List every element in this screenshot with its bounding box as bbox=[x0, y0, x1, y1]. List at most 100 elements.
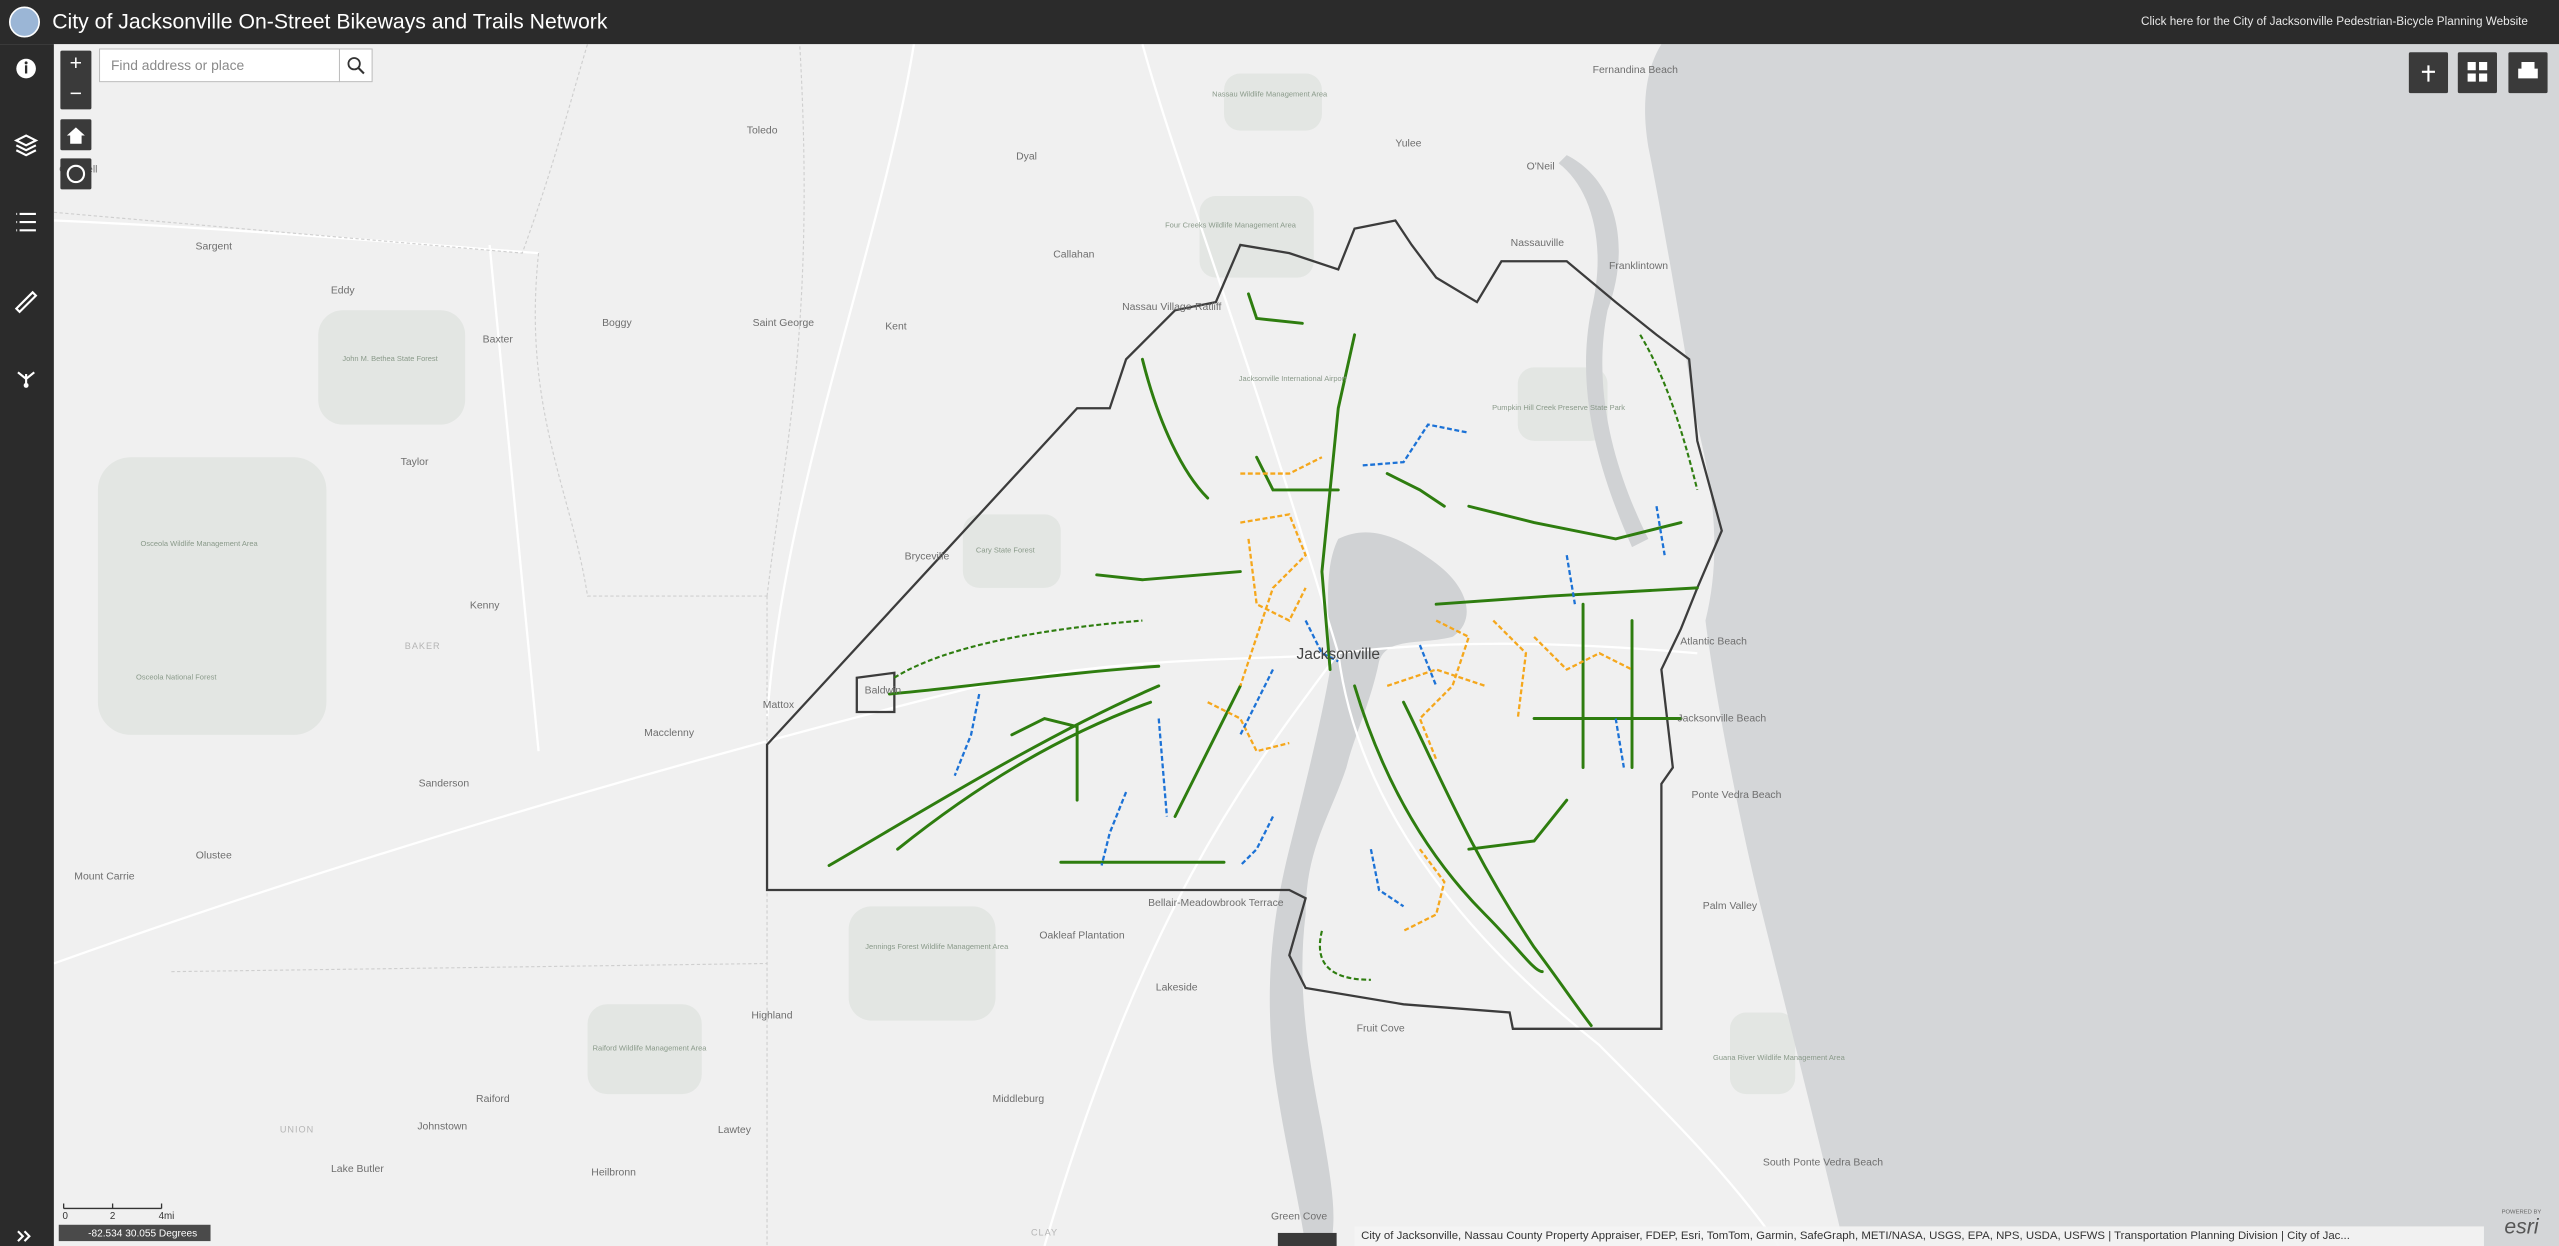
basemap-icon bbox=[2467, 62, 2488, 82]
zoom-out[interactable]: − bbox=[70, 82, 82, 105]
park-label: John M. Bethea State Forest bbox=[342, 354, 438, 363]
zoom-control bbox=[60, 50, 92, 110]
layers-button[interactable] bbox=[13, 134, 39, 157]
place-label: Macclenny bbox=[644, 728, 695, 739]
attribution-toggle[interactable] bbox=[1277, 1232, 1337, 1246]
search-input[interactable] bbox=[99, 48, 340, 83]
baldwin-boundary bbox=[855, 671, 896, 714]
county-boundary bbox=[765, 219, 1723, 1030]
park-label: Pumpkin Hill Creek Preserve State Park bbox=[1492, 403, 1625, 412]
locate-button[interactable] bbox=[60, 158, 92, 190]
park-label: Jennings Forest Wildlife Management Area bbox=[865, 942, 1009, 951]
place-label: Lakeside bbox=[1156, 983, 1198, 994]
place-label: Olustee bbox=[196, 850, 232, 861]
esri-logo: esri bbox=[2504, 1216, 2539, 1239]
place-label: South Ponte Vedra Beach bbox=[1763, 1157, 1883, 1168]
share-button[interactable] bbox=[17, 371, 35, 388]
place-label: Toledo bbox=[747, 125, 778, 136]
place-label: Ponte Vedra Beach bbox=[1692, 790, 1782, 801]
place-label: Oakleaf Plantation bbox=[1039, 930, 1124, 941]
scale-label: 4mi bbox=[159, 1211, 175, 1222]
sidebar bbox=[0, 44, 54, 1246]
park-label: Four Creeks Wildlife Management Area bbox=[1165, 220, 1297, 229]
park-label: Osceola Wildlife Management Area bbox=[141, 539, 259, 548]
place-label: Mount Carrie bbox=[74, 872, 135, 883]
about-button[interactable] bbox=[16, 58, 36, 79]
county-label: CLAY bbox=[1031, 1227, 1058, 1237]
home-icon bbox=[66, 127, 85, 144]
place-label: Dyal bbox=[1016, 152, 1037, 163]
park-label: Nassau Wildlife Management Area bbox=[1212, 90, 1328, 99]
marsh bbox=[1558, 155, 1649, 548]
place-label: Boggy bbox=[602, 318, 632, 329]
place-label: Baxter bbox=[483, 334, 514, 345]
search-button[interactable] bbox=[338, 48, 373, 83]
place-label: Highland bbox=[751, 1011, 792, 1022]
place-label: Fruit Cove bbox=[1357, 1024, 1405, 1035]
place-label: O'Neil bbox=[1527, 161, 1555, 172]
park-label: Raiford Wildlife Management Area bbox=[593, 1043, 708, 1052]
sidebar-buttons bbox=[13, 58, 39, 1242]
place-label: Sargent bbox=[196, 241, 233, 252]
county-label: BAKER bbox=[405, 641, 441, 651]
place-label: Jacksonville Beach bbox=[1677, 713, 1766, 724]
header bbox=[0, 0, 2559, 45]
attribution-bar bbox=[1354, 1226, 2484, 1246]
place-label: Kent bbox=[885, 321, 907, 332]
scale-bar bbox=[62, 1203, 163, 1210]
scale-label: 0 bbox=[63, 1211, 69, 1222]
search-icon-handle bbox=[357, 67, 365, 75]
place-label: Kenny bbox=[470, 601, 500, 612]
place-label: Lake Butler bbox=[331, 1164, 384, 1175]
place-label: Callahan bbox=[1053, 250, 1094, 261]
county-label: UNION bbox=[280, 1124, 314, 1134]
legend-button[interactable] bbox=[16, 212, 36, 232]
place-label: Sanderson bbox=[419, 779, 470, 790]
print-icon bbox=[2518, 62, 2538, 79]
measure-button[interactable] bbox=[14, 290, 38, 314]
place-label: Franklintown bbox=[1609, 261, 1668, 272]
park-label: Osceola National Forest bbox=[136, 673, 217, 682]
place-labels: Fernandina Beach Nassau Wildlife Managem… bbox=[59, 65, 1883, 1237]
coordinate-box bbox=[58, 1224, 211, 1242]
footer: 0 2 4mi -82.534 30.055 Degrees City of J… bbox=[58, 1203, 2542, 1246]
place-label: Baldwin bbox=[865, 686, 902, 697]
park-areas bbox=[97, 73, 1796, 1095]
planning-link[interactable]: Click here for the City of Jacksonville … bbox=[2141, 15, 2528, 28]
place-label: Eddy bbox=[331, 285, 356, 296]
search-placeholder: Find address or place bbox=[111, 57, 245, 73]
park-label: Guana River Wildlife Management Area bbox=[1713, 1053, 1846, 1062]
place-label: Atlantic Beach bbox=[1680, 637, 1747, 648]
place-label: Green Cove bbox=[1271, 1211, 1327, 1222]
place-label: Saint George bbox=[753, 318, 815, 329]
place-label: Lawtey bbox=[718, 1125, 752, 1136]
place-label: Jacksonville International Airport bbox=[1239, 374, 1347, 383]
city-label: Jacksonville bbox=[1296, 646, 1380, 663]
locate-icon bbox=[66, 164, 86, 184]
place-label: Middleburg bbox=[993, 1094, 1045, 1105]
place-label: Mattox bbox=[763, 700, 795, 711]
basemap-button[interactable] bbox=[2457, 52, 2497, 94]
app-title: City of Jacksonville On-Street Bikeways … bbox=[52, 10, 608, 33]
place-label: Nassauville bbox=[1511, 238, 1565, 249]
place-label: Fernandina Beach bbox=[1593, 65, 1678, 76]
place-label: Taylor bbox=[401, 457, 429, 468]
place-label: Johnstown bbox=[417, 1122, 467, 1133]
map-controls: + − Find address or place bbox=[60, 48, 2548, 190]
park-label: Cary State Forest bbox=[976, 545, 1036, 554]
place-label: Bryceville bbox=[905, 552, 950, 563]
expand-button[interactable] bbox=[17, 1230, 31, 1242]
coordinates: -82.534 30.055 Degrees bbox=[88, 1228, 197, 1239]
county-lines bbox=[53, 43, 805, 1246]
place-label: Palm Valley bbox=[1703, 901, 1758, 912]
scale-label: 2 bbox=[110, 1211, 115, 1222]
roads bbox=[53, 43, 1780, 1246]
place-label: Raiford bbox=[476, 1094, 510, 1105]
place-label: Bellair-Meadowbrook Terrace bbox=[1148, 898, 1284, 909]
zoom-in[interactable]: + bbox=[70, 52, 82, 75]
ocean bbox=[1645, 44, 2559, 1246]
powered-by: POWERED BY bbox=[2502, 1209, 2542, 1215]
bike-network bbox=[827, 292, 1699, 1028]
place-label: Nassau Village-Ratliff bbox=[1122, 302, 1221, 313]
